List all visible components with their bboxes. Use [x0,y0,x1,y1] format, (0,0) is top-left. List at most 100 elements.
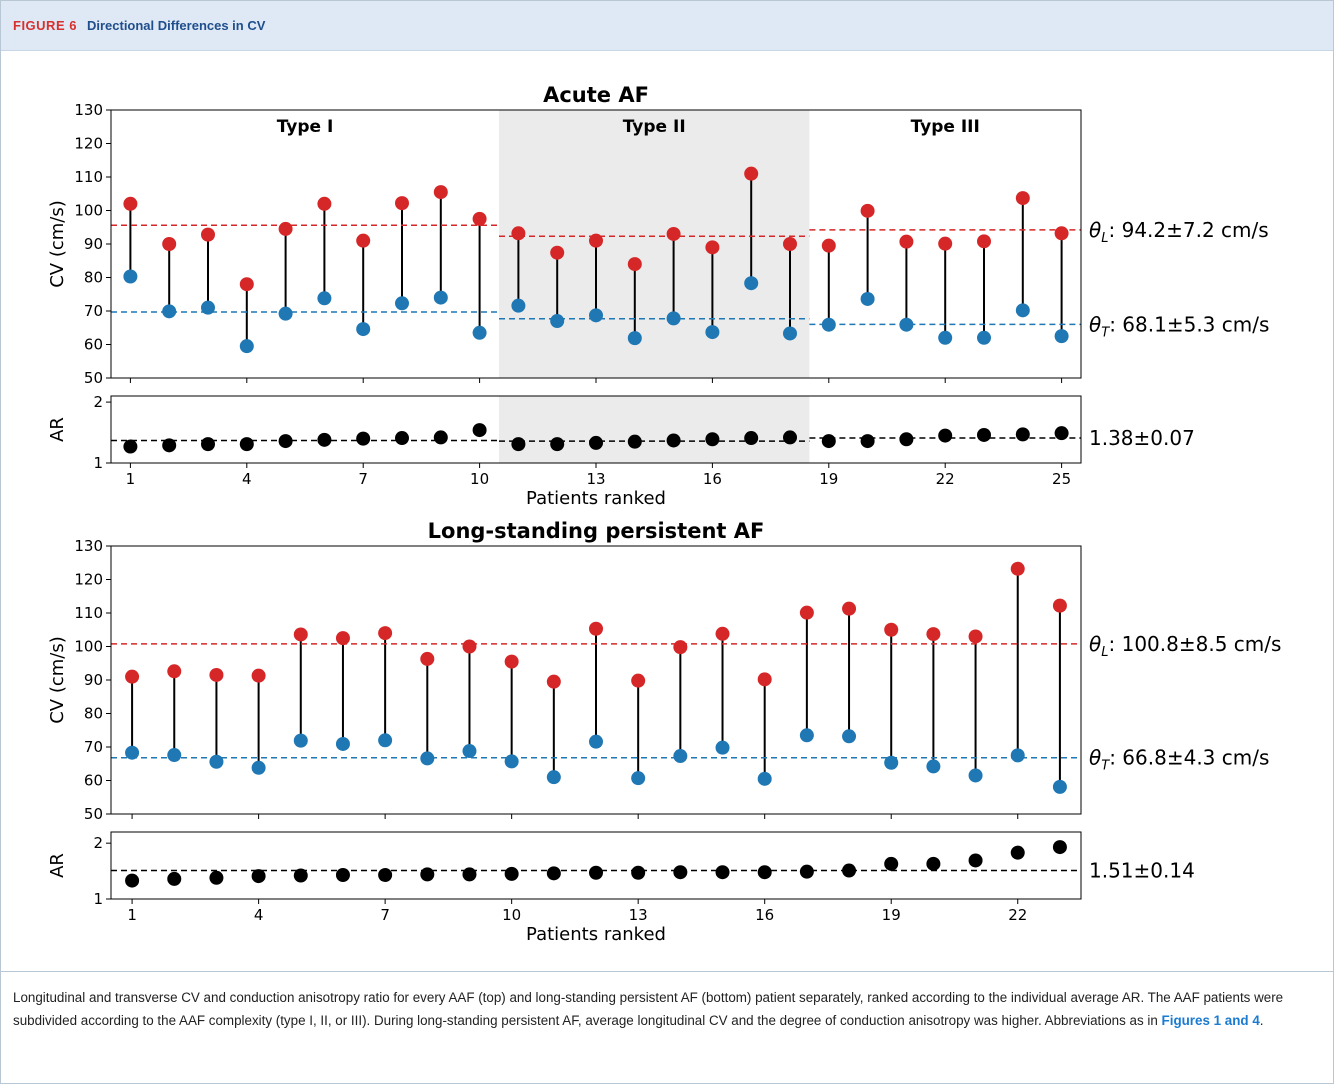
x-tick-label: 25 [1052,470,1071,488]
y-tick-label: 80 [84,269,103,287]
figure-caption: Longitudinal and transverse CV and condu… [13,986,1323,1032]
x-tick-label: 19 [819,470,838,488]
point-transverse [162,304,177,319]
point-ratio [201,437,215,452]
ratio-mean-label: 1.51±0.14 [1089,859,1195,883]
point-ratio [627,434,642,449]
chart-title: Acute AF [543,83,649,107]
y-tick-label: 100 [74,202,103,220]
point-ratio [239,437,254,452]
point-ratio [842,863,857,878]
point-longitudinal [757,672,772,687]
point-ratio [293,868,308,883]
y-tick-label: 90 [84,671,103,689]
point-transverse [821,317,836,332]
point-transverse [462,744,477,759]
point-longitudinal [123,196,138,211]
x-axis-label: Patients ranked [526,488,666,509]
point-ratio [1052,840,1067,855]
ratio-axis-label: AR [47,417,68,442]
point-ratio [926,856,941,871]
point-transverse [356,322,371,337]
point-longitudinal [1052,598,1067,613]
point-transverse [123,269,138,284]
point-ratio [783,430,797,445]
y-axis-label: CV (cm/s) [47,636,68,724]
point-longitudinal [666,226,681,241]
x-tick-label: 16 [703,470,722,488]
point-ratio [550,437,565,452]
x-tick-label: 10 [470,470,489,488]
point-ratio [167,871,182,886]
point-transverse [631,771,646,786]
ratio-mean-label: 1.38±0.07 [1089,426,1195,450]
point-transverse [799,728,814,743]
point-longitudinal [433,185,448,200]
point-transverse [1052,779,1067,794]
point-ratio [1010,845,1025,860]
point-longitudinal [162,237,177,251]
point-longitudinal [842,601,857,616]
point-ratio [1015,427,1030,442]
y-tick-label: 120 [74,571,103,589]
region-label: Type I [277,117,334,137]
point-longitudinal [860,203,875,218]
point-transverse [239,339,254,354]
point-ratio [511,437,526,452]
point-longitudinal [251,668,266,683]
point-ratio [968,853,983,868]
point-transverse [420,751,435,766]
point-longitudinal [968,629,983,644]
point-longitudinal [821,238,836,253]
point-longitudinal [783,237,797,251]
point-transverse [926,759,941,774]
region-shade [499,110,810,378]
point-ratio [123,439,138,454]
point-ratio [666,433,681,448]
charts-svg: Acute AF Type I Type II Type III 50 60 70 80 90 1… [47,83,1281,945]
point-transverse [673,749,688,764]
point-transverse [293,733,308,748]
x-tick-label: 19 [882,906,901,924]
point-ratio [744,431,759,446]
point-ratio [462,867,477,882]
ratio-y-tick-label: 2 [93,834,103,852]
point-ratio [472,423,487,438]
point-longitudinal [1010,561,1025,576]
point-longitudinal [977,234,991,249]
point-longitudinal [673,640,688,655]
ratio-axis-label: AR [47,853,68,878]
point-longitudinal [715,626,730,641]
point-ratio [977,427,991,442]
caption-text-end: . [1259,1013,1264,1028]
point-longitudinal [589,233,603,248]
point-ratio [162,438,177,453]
x-tick-label: 1 [126,470,136,488]
point-transverse [968,768,983,783]
point-transverse [977,330,991,345]
x-tick-label: 13 [586,470,605,488]
point-transverse [627,331,642,346]
y-tick-label: 130 [74,101,103,119]
point-transverse [715,740,730,755]
point-longitudinal [472,211,487,226]
point-longitudinal [926,627,941,642]
point-longitudinal [125,669,140,684]
point-transverse [251,760,266,775]
point-longitudinal [627,257,642,272]
ratio-y-tick-label: 1 [93,890,103,908]
point-transverse [589,734,603,749]
caption-figure-link[interactable]: Figures 1 and 4 [1161,1013,1260,1028]
point-longitudinal [167,664,182,679]
point-transverse [550,314,565,329]
point-longitudinal [589,621,603,636]
point-longitudinal [511,226,526,241]
point-ratio [278,434,293,449]
ratio-frame [110,831,1082,900]
point-transverse [317,291,332,306]
point-longitudinal [239,277,254,292]
point-ratio [884,856,899,871]
point-longitudinal [356,233,371,248]
point-ratio [546,866,561,881]
